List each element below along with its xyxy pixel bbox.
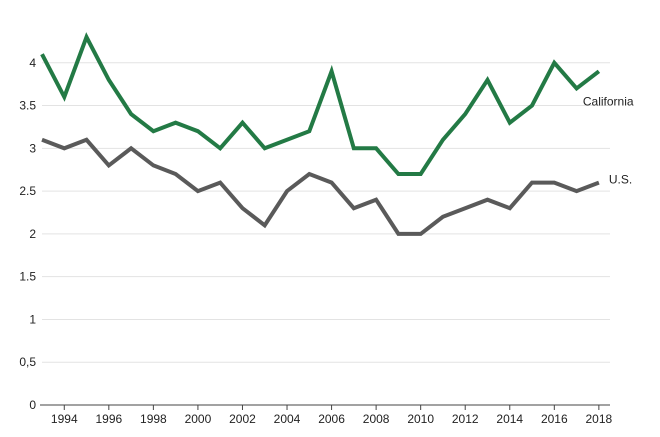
x-tick-label: 2016 <box>541 412 568 426</box>
x-tick-label: 2014 <box>496 412 523 426</box>
y-tick-label: 2.5 <box>19 184 36 198</box>
x-tick-label: 2002 <box>229 412 256 426</box>
series-line-u-s <box>41 137 600 236</box>
x-tick-label: 2008 <box>363 412 390 426</box>
y-tick-label: 3 <box>29 141 36 155</box>
series-label-california: California <box>583 94 634 108</box>
series-lines <box>40 32 601 236</box>
x-tick-label: 1996 <box>95 412 122 426</box>
series-label-u-s: U.S. <box>609 173 632 187</box>
y-tick-label: 3.5 <box>19 99 36 113</box>
gridlines <box>42 62 610 363</box>
y-tick-label: 2 <box>29 227 36 241</box>
y-tick-label: 0,5 <box>19 355 36 369</box>
x-tick-label: 2018 <box>586 412 613 426</box>
series-labels: California U.S. <box>583 94 634 186</box>
x-tick-label: 2012 <box>452 412 479 426</box>
series-line-california <box>40 32 601 176</box>
y-tick-label: 4 <box>29 56 36 70</box>
x-tick-label: 2000 <box>185 412 212 426</box>
x-tick-label: 2004 <box>274 412 301 426</box>
x-tick-label: 2010 <box>407 412 434 426</box>
x-tick-label: 1994 <box>51 412 78 426</box>
y-tick-label: 1.5 <box>19 270 36 284</box>
x-tick-label: 1998 <box>140 412 167 426</box>
y-tick-label: 1 <box>29 312 36 326</box>
x-tick-label: 2006 <box>318 412 345 426</box>
y-tick-label: 0 <box>29 398 36 412</box>
axes: 0 0,5 1 1.5 2 2.5 3 3.5 4 1994 1996 1998 2000 2002 200… <box>19 56 612 426</box>
